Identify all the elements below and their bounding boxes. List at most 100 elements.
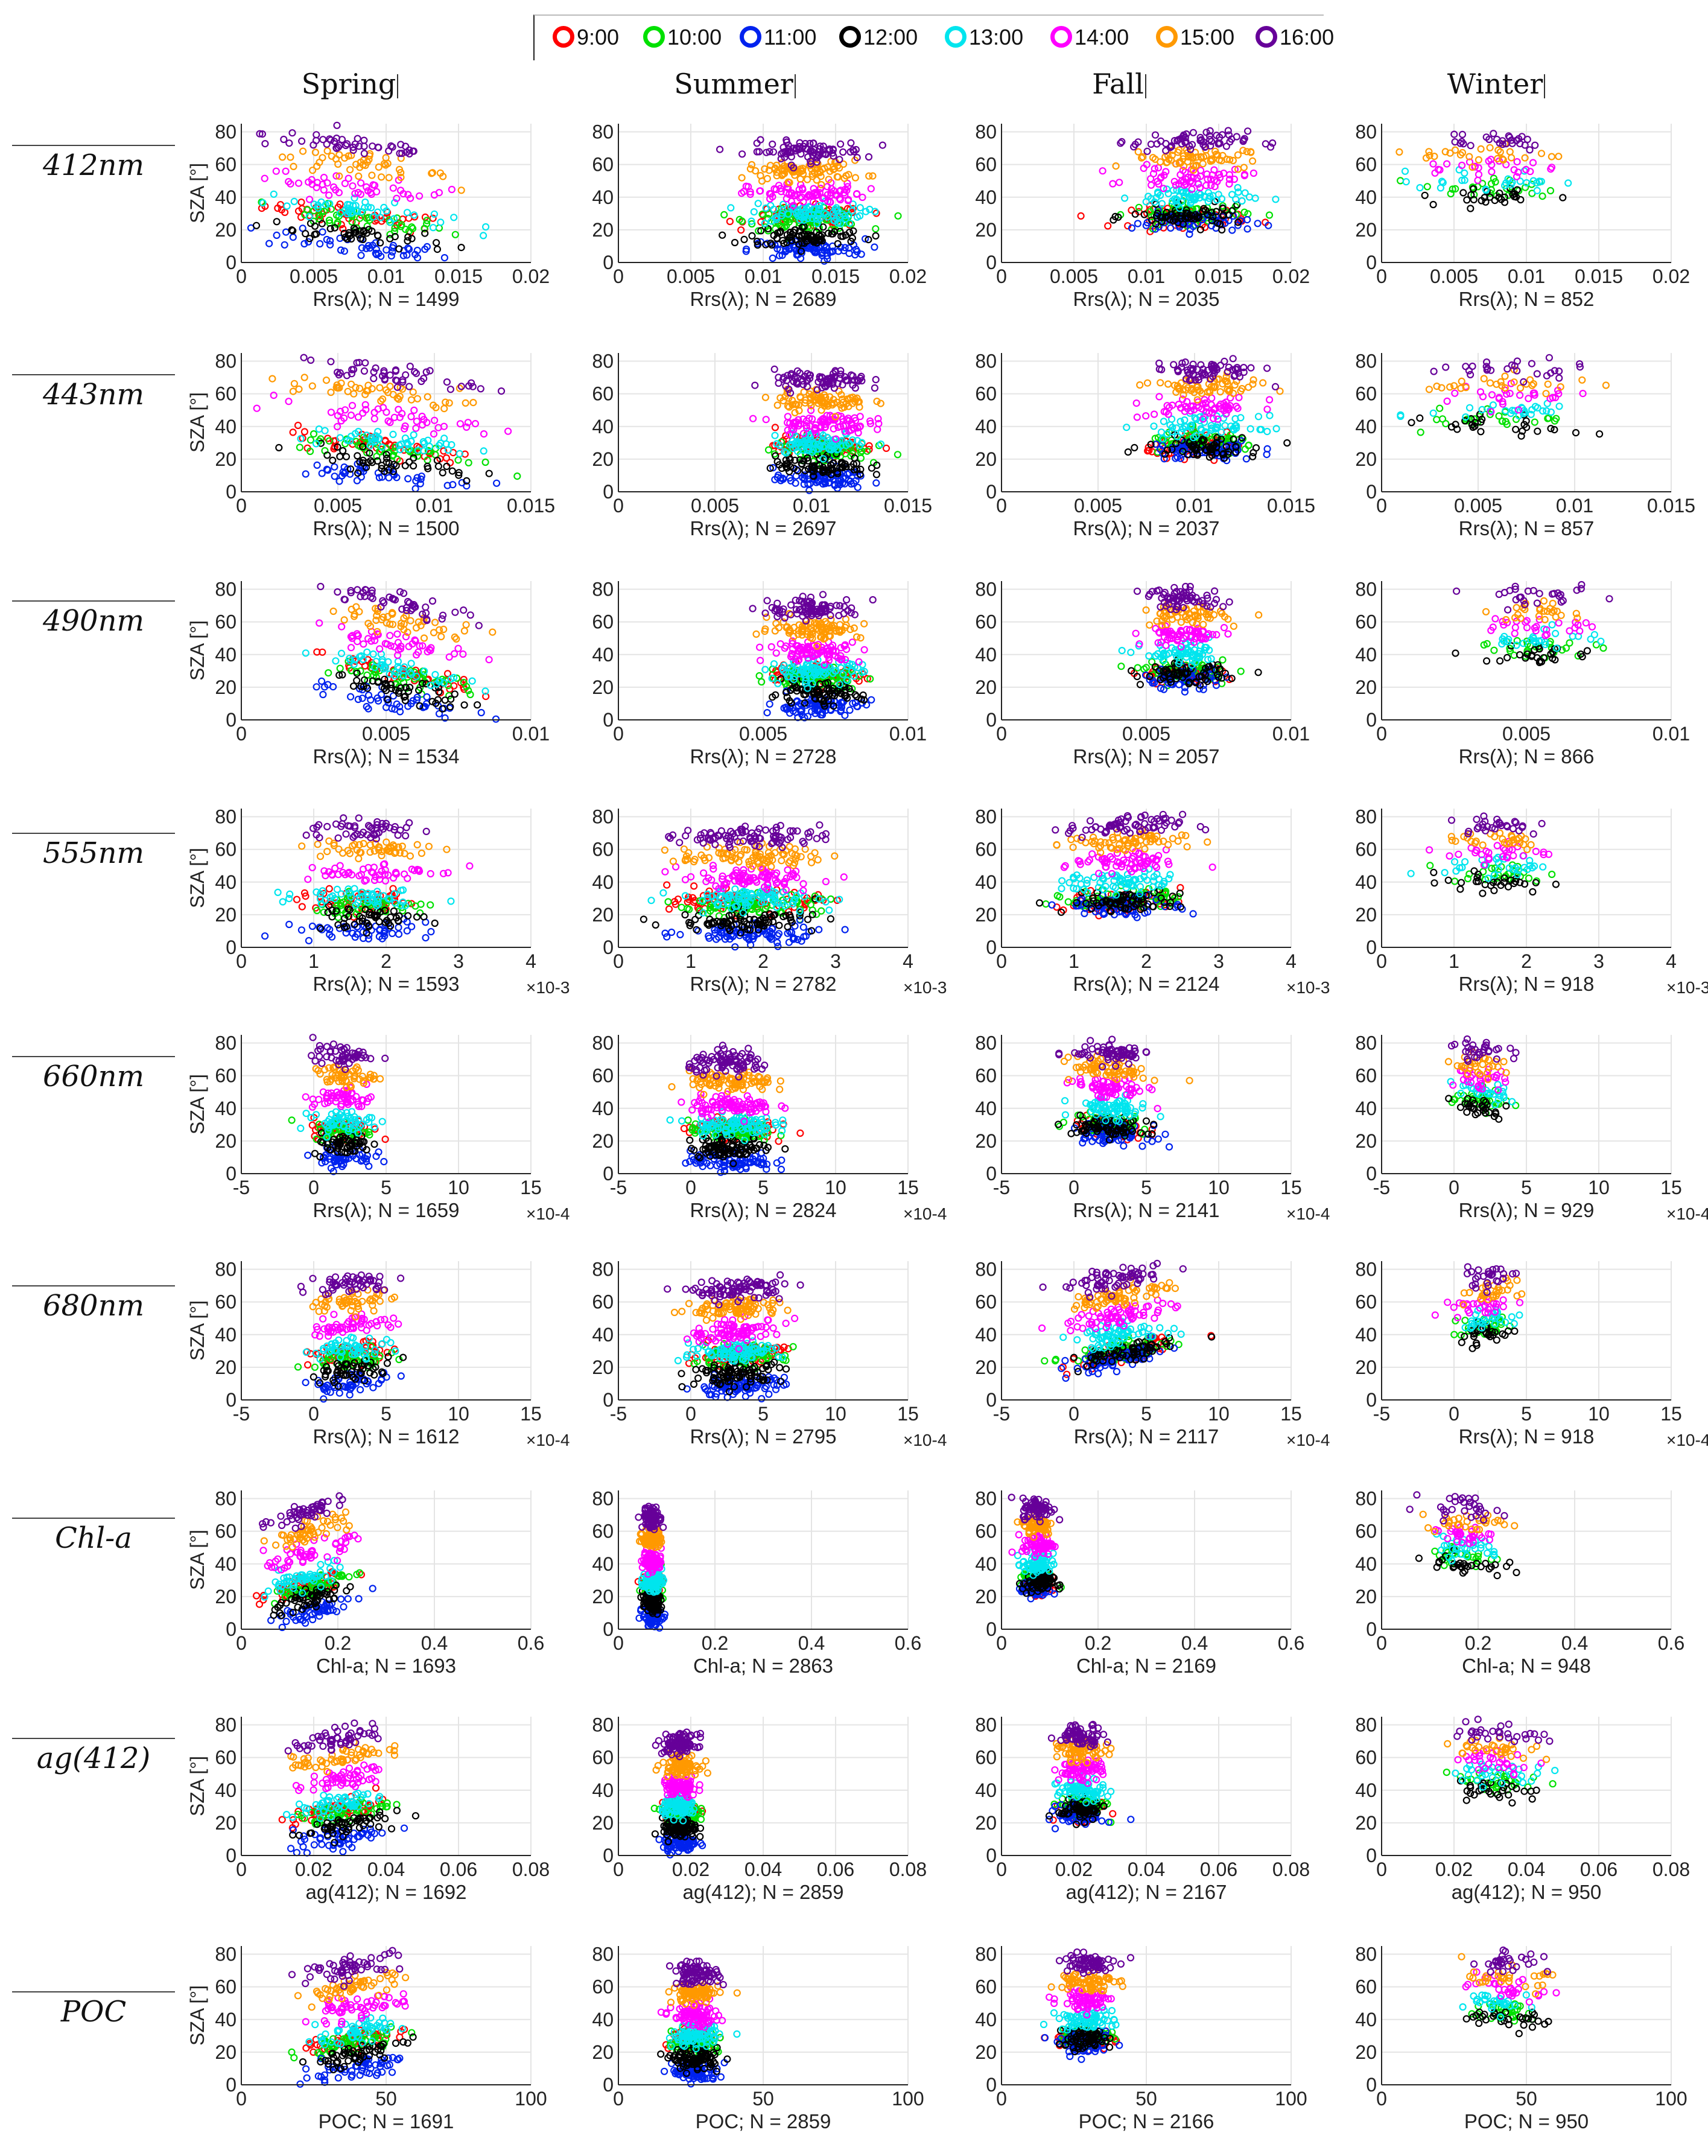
data-point — [1078, 213, 1084, 219]
data-point — [769, 141, 775, 147]
data-point — [1266, 212, 1272, 218]
y-tick-label: 40 — [215, 186, 237, 208]
x-tick-label: 0.015 — [434, 266, 483, 287]
panel-412nm-Summer: 0204060800 0.005 0.01 0.015 0.02Rrs(λ); N = … — [592, 121, 927, 310]
x-tick-label: 0.02 — [889, 266, 927, 287]
data-point — [857, 205, 863, 211]
data-point — [872, 226, 878, 232]
data-point — [283, 168, 289, 174]
data-point — [284, 203, 290, 209]
y-tick-label: 0 — [603, 252, 614, 273]
data-point — [334, 122, 340, 129]
y-tick-label: 40 — [592, 186, 614, 208]
data-point — [300, 148, 306, 154]
data-point — [320, 154, 326, 161]
data-point — [873, 233, 879, 239]
data-point — [344, 141, 350, 147]
data-point — [852, 175, 859, 181]
data-point — [320, 136, 326, 142]
data-point — [442, 255, 448, 261]
panel-412nm-Spring: 0204060800 0.005 0.01 0.015 0.02SZA [°]Rrs(λ… — [186, 121, 550, 310]
data-point — [253, 223, 259, 229]
data-point — [386, 174, 392, 180]
data-point — [1148, 176, 1154, 182]
data-point — [299, 199, 305, 205]
data-point — [850, 228, 856, 234]
data-point — [404, 209, 410, 215]
y-tick-label: 20 — [215, 219, 237, 241]
data-point — [1105, 223, 1111, 229]
data-point — [872, 209, 878, 215]
data-point — [358, 180, 364, 186]
data-point — [449, 186, 455, 192]
data-point — [433, 240, 439, 246]
data-point — [739, 151, 745, 157]
data-point — [296, 180, 302, 186]
data-point — [1245, 226, 1251, 232]
data-point — [837, 141, 843, 147]
data-point — [732, 240, 738, 246]
data-point — [755, 200, 761, 206]
data-point — [342, 180, 348, 186]
data-point — [389, 253, 395, 259]
data-point — [880, 142, 886, 148]
data-point — [866, 154, 872, 160]
y-tick-label: 80 — [215, 121, 237, 143]
data-point — [814, 177, 820, 183]
x-tick-label: 0.01 — [744, 266, 782, 287]
data-point — [739, 175, 745, 181]
data-point — [341, 248, 348, 254]
data-point — [299, 138, 305, 144]
data-point — [895, 213, 901, 219]
y-tick-label: 80 — [592, 121, 614, 143]
data-point — [434, 246, 440, 252]
data-point — [287, 154, 293, 161]
data-point — [459, 187, 465, 193]
data-point — [749, 233, 755, 239]
data-point — [1242, 190, 1248, 196]
data-point — [719, 232, 725, 238]
data-point — [282, 242, 288, 248]
data-point — [483, 224, 489, 230]
data-point — [871, 244, 877, 250]
data-point — [369, 143, 375, 149]
data-point — [728, 205, 734, 211]
x-axis-label: Rrs(λ); N = 1499 — [313, 288, 460, 310]
x-tick-label: 0 — [236, 266, 247, 287]
data-point — [451, 214, 457, 220]
data-point — [770, 149, 776, 155]
data-point — [452, 232, 459, 238]
data-point — [373, 189, 379, 195]
data-point — [273, 168, 279, 174]
data-point — [848, 140, 854, 146]
data-point — [866, 173, 872, 179]
data-point — [350, 183, 356, 189]
data-point — [271, 191, 277, 197]
data-point — [266, 241, 272, 247]
y-tick-label: 60 — [215, 154, 237, 176]
data-point — [358, 252, 364, 258]
data-point — [290, 234, 296, 240]
x-tick-label: 0.01 — [367, 266, 405, 287]
data-point — [751, 209, 757, 215]
data-point — [840, 149, 846, 155]
data-point — [741, 237, 748, 243]
data-point — [281, 136, 287, 142]
scatter-grid: 0204060800 0.005 0.01 0.015 0.02SZA [°]Rrs(λ… — [0, 0, 1708, 2156]
data-point — [359, 245, 365, 251]
data-point — [480, 232, 486, 238]
x-axis-label: Rrs(λ); N = 2689 — [690, 288, 837, 310]
data-point — [1122, 195, 1128, 201]
data-point — [274, 232, 280, 238]
data-point — [290, 130, 296, 136]
data-point — [291, 199, 297, 205]
data-point — [321, 174, 327, 180]
data-point — [1251, 170, 1257, 176]
data-point — [754, 140, 760, 146]
data-point — [262, 176, 268, 182]
x-tick-label: 0.005 — [290, 266, 338, 287]
data-point — [1135, 221, 1141, 227]
data-point — [1116, 179, 1122, 185]
x-tick-label: 0.02 — [512, 266, 550, 287]
